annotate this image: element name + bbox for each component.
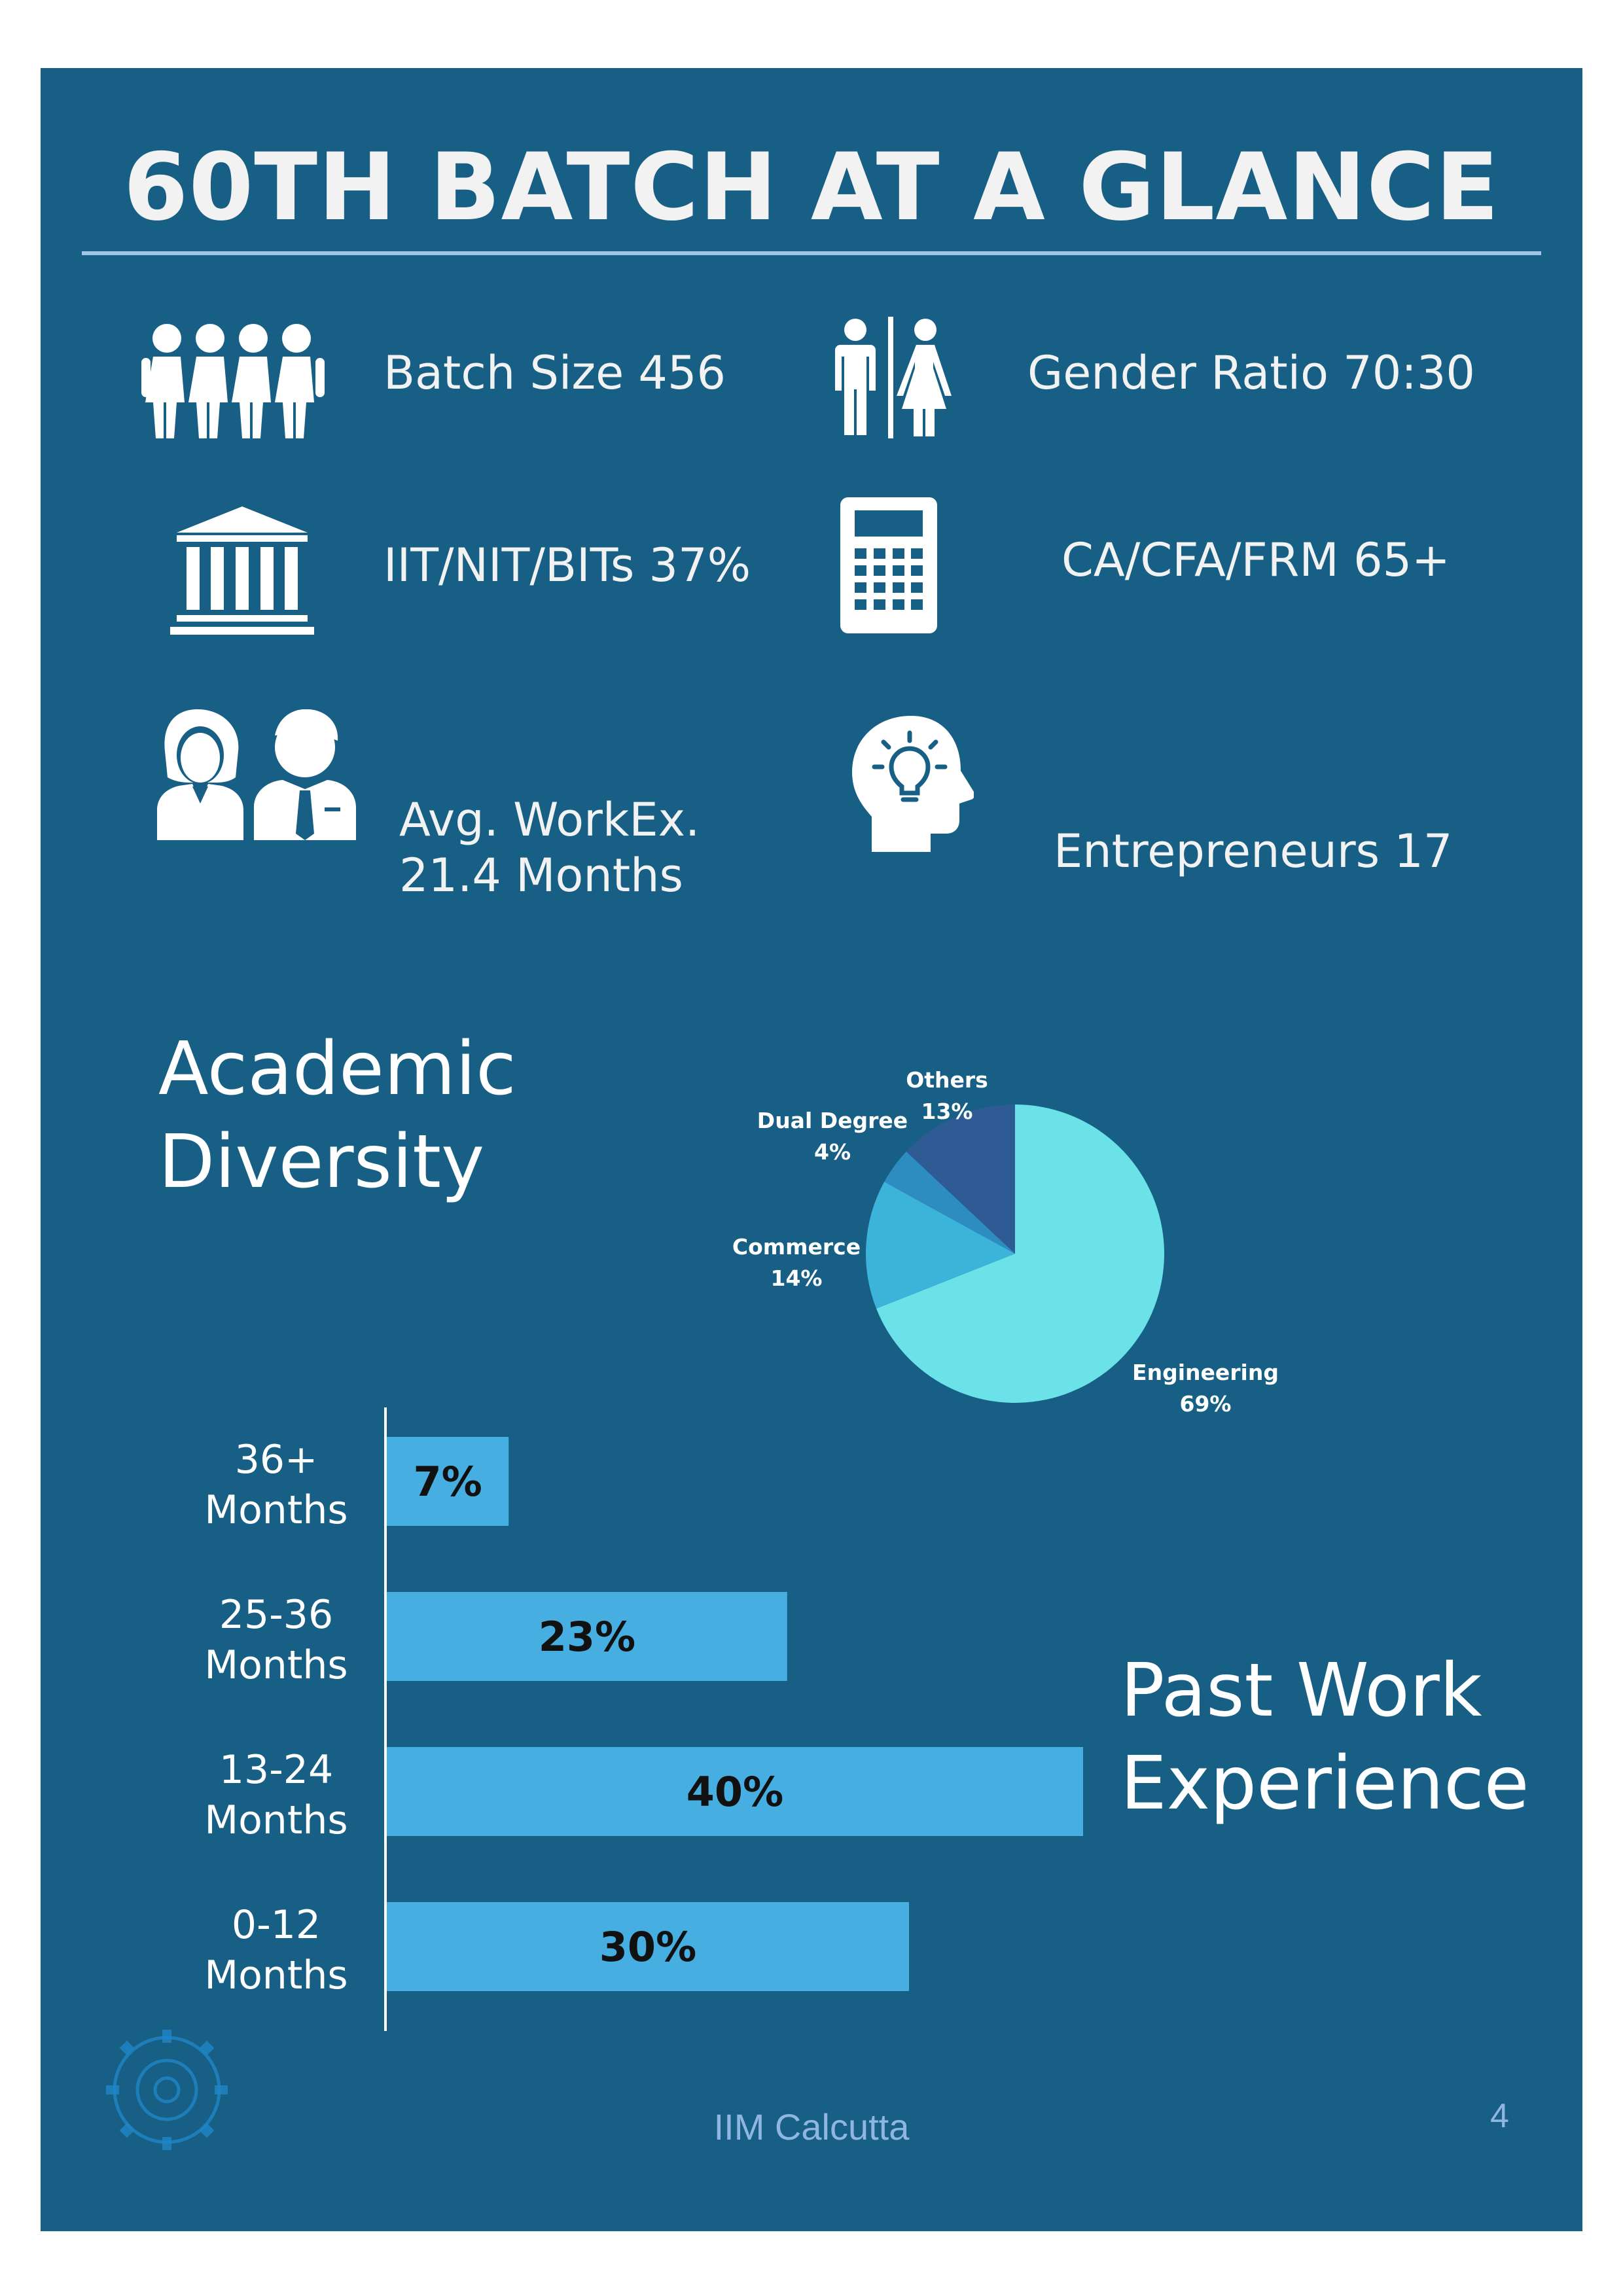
bar-value-label: 7% bbox=[413, 1458, 482, 1506]
bar-category-label-unit: Months bbox=[204, 1642, 348, 1688]
ca-cfa-frm-stat: CA/CFA/FRM 65+ bbox=[1061, 533, 1450, 587]
academic-diversity-title-line2: Diversity bbox=[158, 1120, 485, 1205]
past-work-title-line2: Experience bbox=[1120, 1741, 1529, 1826]
pie-slice-dual-degree bbox=[884, 1151, 1015, 1254]
entrepreneurs-stat: Entrepreneurs 17 bbox=[1054, 824, 1453, 878]
bar-value-label: 30% bbox=[599, 1923, 696, 1971]
bar-category-label: 0-12 bbox=[232, 1902, 321, 1948]
pie-value-others: 13% bbox=[921, 1099, 973, 1124]
iit-nit-bits-stat: IIT/NIT/BITs 37% bbox=[383, 539, 751, 592]
gender-icon bbox=[835, 317, 952, 438]
pie-slice-engineering bbox=[876, 1104, 1164, 1403]
infographic-panel: 60TH BATCH AT A GLANCE Batch Size 456 Ge… bbox=[41, 68, 1582, 2231]
academic-diversity-pie-chart: Engineering 69% Commerce 14% Dual Degree 4% Ot… bbox=[732, 1067, 1279, 1417]
pie-slice-commerce bbox=[865, 1182, 1015, 1309]
workex-stat-line2: 21.4 Months bbox=[399, 849, 683, 902]
bar-category-label-unit: Months bbox=[204, 1952, 348, 1998]
gender-ratio-stat: Gender Ratio 70:30 bbox=[1027, 346, 1475, 400]
bar-category-label-unit: Months bbox=[204, 1797, 348, 1843]
title-divider bbox=[82, 251, 1541, 255]
page-title: 60TH BATCH AT A GLANCE bbox=[123, 133, 1500, 241]
pie-value-dual-degree: 4% bbox=[814, 1139, 851, 1165]
academic-diversity-title-line1: Academic bbox=[158, 1027, 516, 1112]
bar-value-label: 23% bbox=[539, 1613, 635, 1661]
pie-label-others: Others bbox=[906, 1067, 988, 1093]
pie-label-engineering: Engineering bbox=[1132, 1360, 1279, 1385]
calculator-icon bbox=[840, 497, 937, 633]
people-group-icon bbox=[141, 324, 325, 438]
bar-category-label: 13-24 bbox=[219, 1747, 333, 1793]
pie-value-engineering: 69% bbox=[1180, 1391, 1232, 1417]
iim-logo-icon bbox=[106, 2030, 228, 2150]
bar-25-36 bbox=[387, 1592, 787, 1681]
past-work-title-line1: Past Work bbox=[1120, 1648, 1482, 1733]
pie-slice-others bbox=[906, 1104, 1015, 1254]
batch-size-stat: Batch Size 456 bbox=[383, 346, 726, 400]
bar-36 bbox=[387, 1437, 509, 1526]
work-experience-bar-chart: 7%36+Months23%25-36Months40%13-24Months3… bbox=[204, 1407, 1083, 2031]
professionals-icon bbox=[157, 709, 356, 840]
bar-0-12 bbox=[387, 1902, 909, 1991]
bar-13-24 bbox=[387, 1747, 1083, 1836]
pie-value-commerce: 14% bbox=[771, 1265, 823, 1291]
pie-label-commerce: Commerce bbox=[732, 1234, 861, 1260]
idea-head-icon bbox=[852, 716, 974, 852]
bar-category-label: 36+ bbox=[235, 1437, 318, 1483]
page-number: 4 bbox=[1490, 2097, 1509, 2135]
footer-org-name: IIM Calcutta bbox=[713, 2106, 910, 2147]
pie-label-dual-degree: Dual Degree bbox=[757, 1108, 908, 1133]
institution-icon bbox=[170, 506, 314, 635]
bar-category-label: 25-36 bbox=[219, 1592, 333, 1638]
workex-stat-line1: Avg. WorkEx. bbox=[399, 793, 700, 847]
bar-category-label-unit: Months bbox=[204, 1487, 348, 1533]
bar-value-label: 40% bbox=[687, 1768, 783, 1816]
